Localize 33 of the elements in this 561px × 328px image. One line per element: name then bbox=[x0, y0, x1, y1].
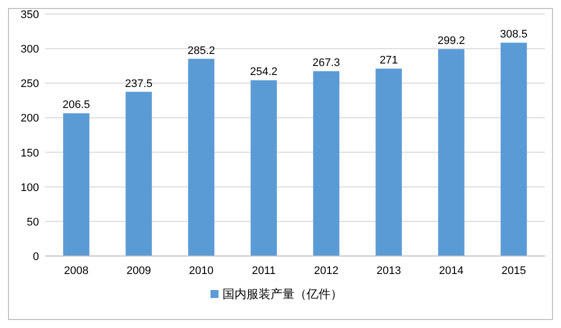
data-label: 285.2 bbox=[187, 44, 216, 57]
data-label: 254.2 bbox=[250, 66, 278, 78]
data-label: 206.5 bbox=[62, 99, 90, 112]
y-tick-label: 300 bbox=[20, 44, 39, 56]
y-tick-label: 350 bbox=[20, 9, 39, 21]
y-tick-label: 200 bbox=[20, 112, 39, 125]
x-tick-label: 2008 bbox=[64, 265, 88, 277]
data-label: 299.2 bbox=[437, 35, 466, 48]
bar bbox=[313, 71, 340, 256]
x-tick-label: 2015 bbox=[502, 265, 526, 277]
bar bbox=[126, 92, 152, 256]
x-tick-label: 2011 bbox=[252, 265, 276, 277]
data-label: 271 bbox=[380, 54, 398, 67]
y-tick-label: 0 bbox=[32, 251, 39, 263]
x-tick-label: 2010 bbox=[189, 265, 214, 277]
x-tick-label: 2009 bbox=[126, 265, 151, 277]
bar bbox=[188, 58, 214, 256]
x-tick-label: 2013 bbox=[376, 265, 401, 277]
x-tick-label: 2012 bbox=[314, 265, 338, 277]
y-tick-label: 150 bbox=[20, 147, 39, 160]
bar bbox=[438, 49, 464, 256]
data-label: 308.5 bbox=[500, 28, 528, 41]
y-tick-label: 250 bbox=[20, 78, 39, 90]
legend-label: 国内服装产量（亿件） bbox=[222, 287, 342, 301]
data-label: 267.3 bbox=[312, 57, 340, 70]
bar bbox=[250, 80, 277, 256]
y-tick-label: 50 bbox=[26, 216, 39, 228]
bar bbox=[63, 113, 90, 256]
bar bbox=[376, 68, 402, 256]
bar bbox=[500, 42, 527, 256]
data-label: 237.5 bbox=[124, 78, 153, 90]
y-tick-label: 100 bbox=[20, 182, 39, 194]
x-tick-label: 2014 bbox=[439, 265, 464, 277]
